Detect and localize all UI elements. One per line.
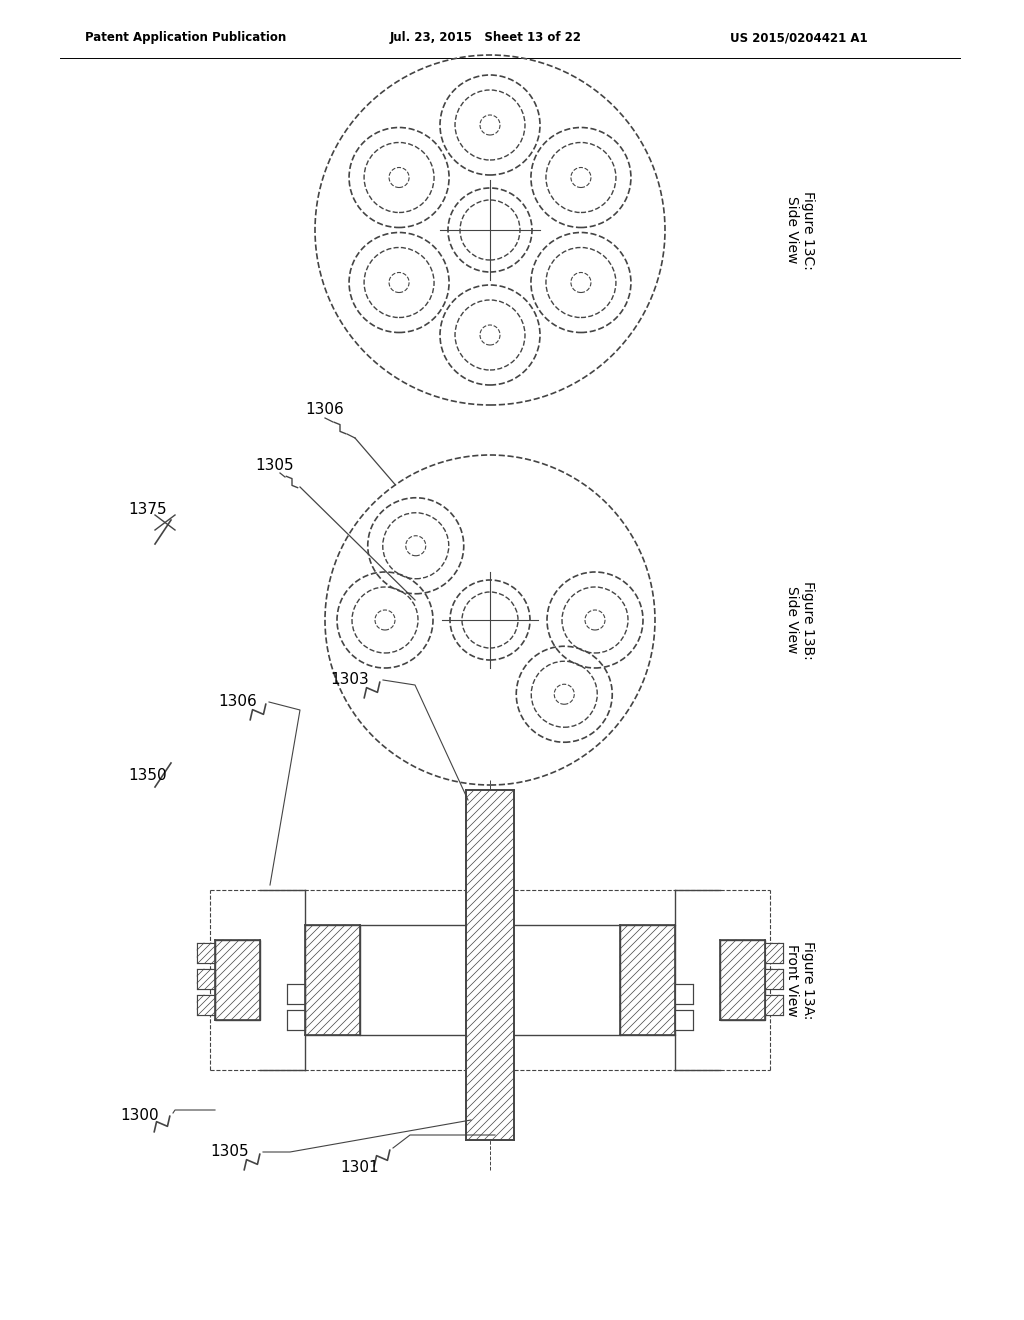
Text: Figure 13A:
Front View: Figure 13A: Front View xyxy=(785,941,815,1019)
Text: 1306: 1306 xyxy=(218,694,257,710)
Text: 1350: 1350 xyxy=(128,767,167,783)
Bar xyxy=(620,925,675,1035)
Text: Patent Application Publication: Patent Application Publication xyxy=(85,32,287,45)
Text: 1300: 1300 xyxy=(120,1107,159,1122)
Text: US 2015/0204421 A1: US 2015/0204421 A1 xyxy=(730,32,867,45)
Bar xyxy=(197,995,215,1015)
Bar xyxy=(305,925,360,1035)
Bar xyxy=(466,789,514,1140)
Bar xyxy=(765,995,783,1015)
Bar xyxy=(675,1010,693,1030)
Text: Figure 13C:
Side View: Figure 13C: Side View xyxy=(785,190,815,269)
Bar xyxy=(765,995,783,1015)
Text: 1305: 1305 xyxy=(255,458,294,473)
Text: 1301: 1301 xyxy=(340,1160,379,1176)
Bar xyxy=(197,969,215,989)
Text: 1305: 1305 xyxy=(210,1144,249,1159)
Bar xyxy=(197,969,215,989)
Bar xyxy=(215,940,260,1020)
Bar xyxy=(287,1010,305,1030)
Bar xyxy=(197,995,215,1015)
Bar xyxy=(675,983,693,1005)
Bar xyxy=(197,942,215,964)
Bar xyxy=(765,969,783,989)
Text: Figure 13B:
Side View: Figure 13B: Side View xyxy=(785,581,815,660)
Text: 1306: 1306 xyxy=(305,403,344,417)
Bar xyxy=(720,940,765,1020)
Bar xyxy=(197,942,215,964)
Bar xyxy=(765,969,783,989)
Text: 1303: 1303 xyxy=(330,672,369,688)
Bar xyxy=(765,942,783,964)
Bar xyxy=(765,942,783,964)
Text: 1375: 1375 xyxy=(128,503,167,517)
Bar xyxy=(287,983,305,1005)
Text: Jul. 23, 2015   Sheet 13 of 22: Jul. 23, 2015 Sheet 13 of 22 xyxy=(390,32,582,45)
